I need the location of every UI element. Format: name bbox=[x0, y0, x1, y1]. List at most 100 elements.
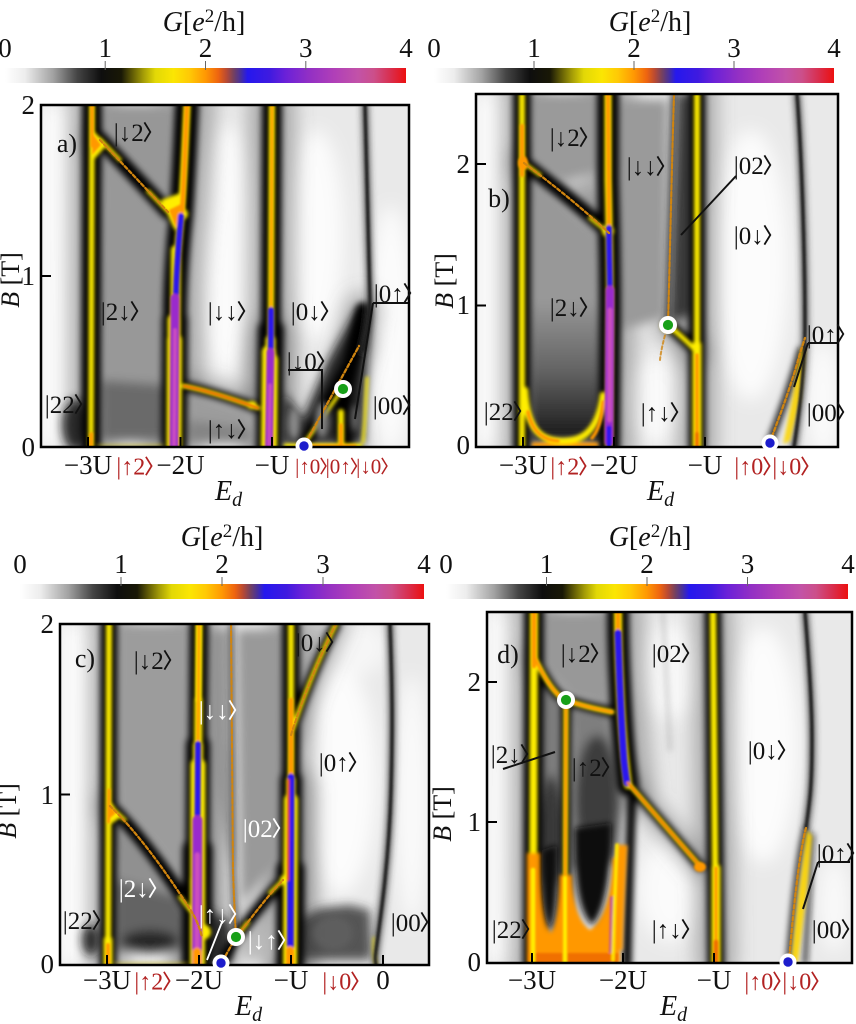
svg-text:−2U: −2U bbox=[599, 965, 647, 995]
svg-text:|↓0: |↓0 bbox=[356, 454, 381, 478]
svg-text:|0↑: |0↑ bbox=[807, 322, 837, 349]
svg-text:−3U: −3U bbox=[508, 965, 556, 995]
svg-text:−U: −U bbox=[274, 965, 309, 995]
svg-text:0: 0 bbox=[22, 432, 36, 462]
svg-text:4: 4 bbox=[417, 549, 431, 579]
svg-text:−3U: −3U bbox=[499, 450, 547, 480]
svg-text:B [T]: B [T] bbox=[0, 783, 22, 839]
svg-text:0: 0 bbox=[0, 33, 12, 63]
svg-text:B [T]: B [T] bbox=[428, 786, 457, 842]
svg-text:|0↑: |0↑ bbox=[817, 841, 847, 868]
svg-text:B [T]: B [T] bbox=[0, 252, 25, 308]
svg-text:0: 0 bbox=[427, 33, 441, 63]
svg-text:−U: −U bbox=[697, 965, 732, 995]
svg-text:2: 2 bbox=[199, 33, 213, 63]
svg-text:|↓0: |↓0 bbox=[782, 969, 811, 995]
svg-text:1: 1 bbox=[98, 33, 112, 63]
svg-text:|↑0: |↑0 bbox=[734, 454, 763, 480]
svg-text:|↑↓: |↑↓ bbox=[641, 400, 671, 427]
svg-text:|22: |22 bbox=[45, 392, 75, 419]
svg-text:4: 4 bbox=[399, 33, 413, 63]
svg-text:1: 1 bbox=[457, 290, 471, 320]
svg-text:2: 2 bbox=[468, 667, 482, 697]
svg-text:1: 1 bbox=[41, 780, 55, 810]
svg-text:|↓0: |↓0 bbox=[287, 349, 317, 376]
svg-text:|2↓: |2↓ bbox=[119, 876, 149, 903]
svg-text:3: 3 bbox=[741, 549, 755, 579]
svg-text:G[e2/h]: G[e2/h] bbox=[609, 521, 692, 553]
svg-text:0: 0 bbox=[41, 949, 55, 979]
svg-text:2: 2 bbox=[215, 549, 229, 579]
svg-text:|00: |00 bbox=[373, 393, 403, 420]
svg-text:G[e2/h]: G[e2/h] bbox=[181, 521, 264, 553]
svg-text:|0↑: |0↑ bbox=[374, 281, 404, 308]
svg-text:|0↑: |0↑ bbox=[319, 750, 349, 777]
svg-text:|↑0: |↑0 bbox=[295, 454, 320, 478]
svg-text:−2U: −2U bbox=[590, 450, 638, 480]
svg-text:|↓↑: |↓↑ bbox=[248, 928, 278, 955]
svg-text:2: 2 bbox=[627, 33, 641, 63]
svg-text:|0↓: |0↓ bbox=[734, 223, 764, 250]
svg-text:|↑↓: |↑↓ bbox=[652, 917, 682, 944]
svg-text:|↑0: |↑0 bbox=[744, 969, 773, 995]
svg-text:|2↓: |2↓ bbox=[101, 299, 131, 326]
svg-text:4: 4 bbox=[827, 33, 841, 63]
svg-text:2: 2 bbox=[41, 609, 55, 639]
svg-text:|↓↓: |↓↓ bbox=[199, 698, 229, 725]
svg-text:−3U: −3U bbox=[64, 450, 112, 480]
svg-text:−U: −U bbox=[688, 450, 723, 480]
svg-text:|↑↓: |↑↓ bbox=[208, 417, 238, 444]
svg-text:|↓↓: |↓↓ bbox=[208, 299, 238, 326]
svg-text:0: 0 bbox=[439, 549, 453, 579]
svg-text:|0↓: |0↓ bbox=[291, 299, 321, 326]
svg-text:−2U: −2U bbox=[175, 965, 223, 995]
svg-text:0: 0 bbox=[468, 947, 482, 977]
svg-text:1: 1 bbox=[540, 549, 554, 579]
svg-text:|02: |02 bbox=[243, 816, 273, 843]
svg-text:|2↓: |2↓ bbox=[491, 742, 521, 769]
svg-text:2: 2 bbox=[640, 549, 654, 579]
svg-text:|00: |00 bbox=[807, 400, 837, 427]
svg-text:a): a) bbox=[57, 129, 77, 158]
svg-text:0: 0 bbox=[376, 965, 390, 995]
svg-text:−2U: −2U bbox=[156, 450, 204, 480]
svg-text:|02: |02 bbox=[652, 641, 682, 668]
svg-text:|↑2: |↑2 bbox=[550, 454, 579, 480]
svg-text:3: 3 bbox=[727, 33, 741, 63]
svg-text:G[e2/h]: G[e2/h] bbox=[163, 6, 246, 38]
svg-text:|↓↓: |↓↓ bbox=[627, 154, 657, 181]
svg-text:|↑2: |↑2 bbox=[572, 755, 602, 782]
svg-text:|↓2: |↓2 bbox=[561, 641, 591, 668]
svg-text:|↓2: |↓2 bbox=[134, 648, 164, 675]
svg-text:|↓0: |↓0 bbox=[772, 454, 801, 480]
svg-text:4: 4 bbox=[841, 549, 855, 579]
svg-text:|↓0: |↓0 bbox=[322, 969, 351, 995]
svg-text:|22: |22 bbox=[484, 399, 514, 426]
svg-text:1: 1 bbox=[527, 33, 541, 63]
svg-text:|02: |02 bbox=[734, 153, 764, 180]
svg-text:−3U: −3U bbox=[83, 965, 131, 995]
svg-text:|0↑: |0↑ bbox=[326, 454, 351, 478]
svg-text:|2↓: |2↓ bbox=[550, 295, 580, 322]
svg-text:|00: |00 bbox=[812, 917, 842, 944]
svg-text:3: 3 bbox=[316, 549, 330, 579]
svg-text:|22: |22 bbox=[492, 917, 522, 944]
svg-text:1: 1 bbox=[468, 807, 482, 837]
svg-text:1: 1 bbox=[22, 261, 36, 291]
svg-text:|22: |22 bbox=[63, 908, 93, 935]
svg-text:0: 0 bbox=[13, 549, 27, 579]
svg-text:|↑2: |↑2 bbox=[116, 454, 145, 480]
svg-text:|0↓: |0↓ bbox=[748, 738, 778, 765]
svg-text:|↑↓: |↑↓ bbox=[199, 902, 229, 929]
svg-text:2: 2 bbox=[22, 90, 36, 120]
svg-text:|↓2: |↓2 bbox=[114, 120, 144, 147]
svg-text:3: 3 bbox=[299, 33, 313, 63]
svg-text:0: 0 bbox=[457, 430, 471, 460]
svg-text:B [T]: B [T] bbox=[430, 253, 459, 309]
svg-text:b): b) bbox=[488, 184, 510, 213]
svg-text:|↓2: |↓2 bbox=[550, 125, 580, 152]
svg-text:|↑2: |↑2 bbox=[134, 969, 163, 995]
svg-text:G[e2/h]: G[e2/h] bbox=[609, 6, 692, 38]
svg-text:1: 1 bbox=[114, 549, 128, 579]
svg-text:|00: |00 bbox=[391, 910, 421, 937]
